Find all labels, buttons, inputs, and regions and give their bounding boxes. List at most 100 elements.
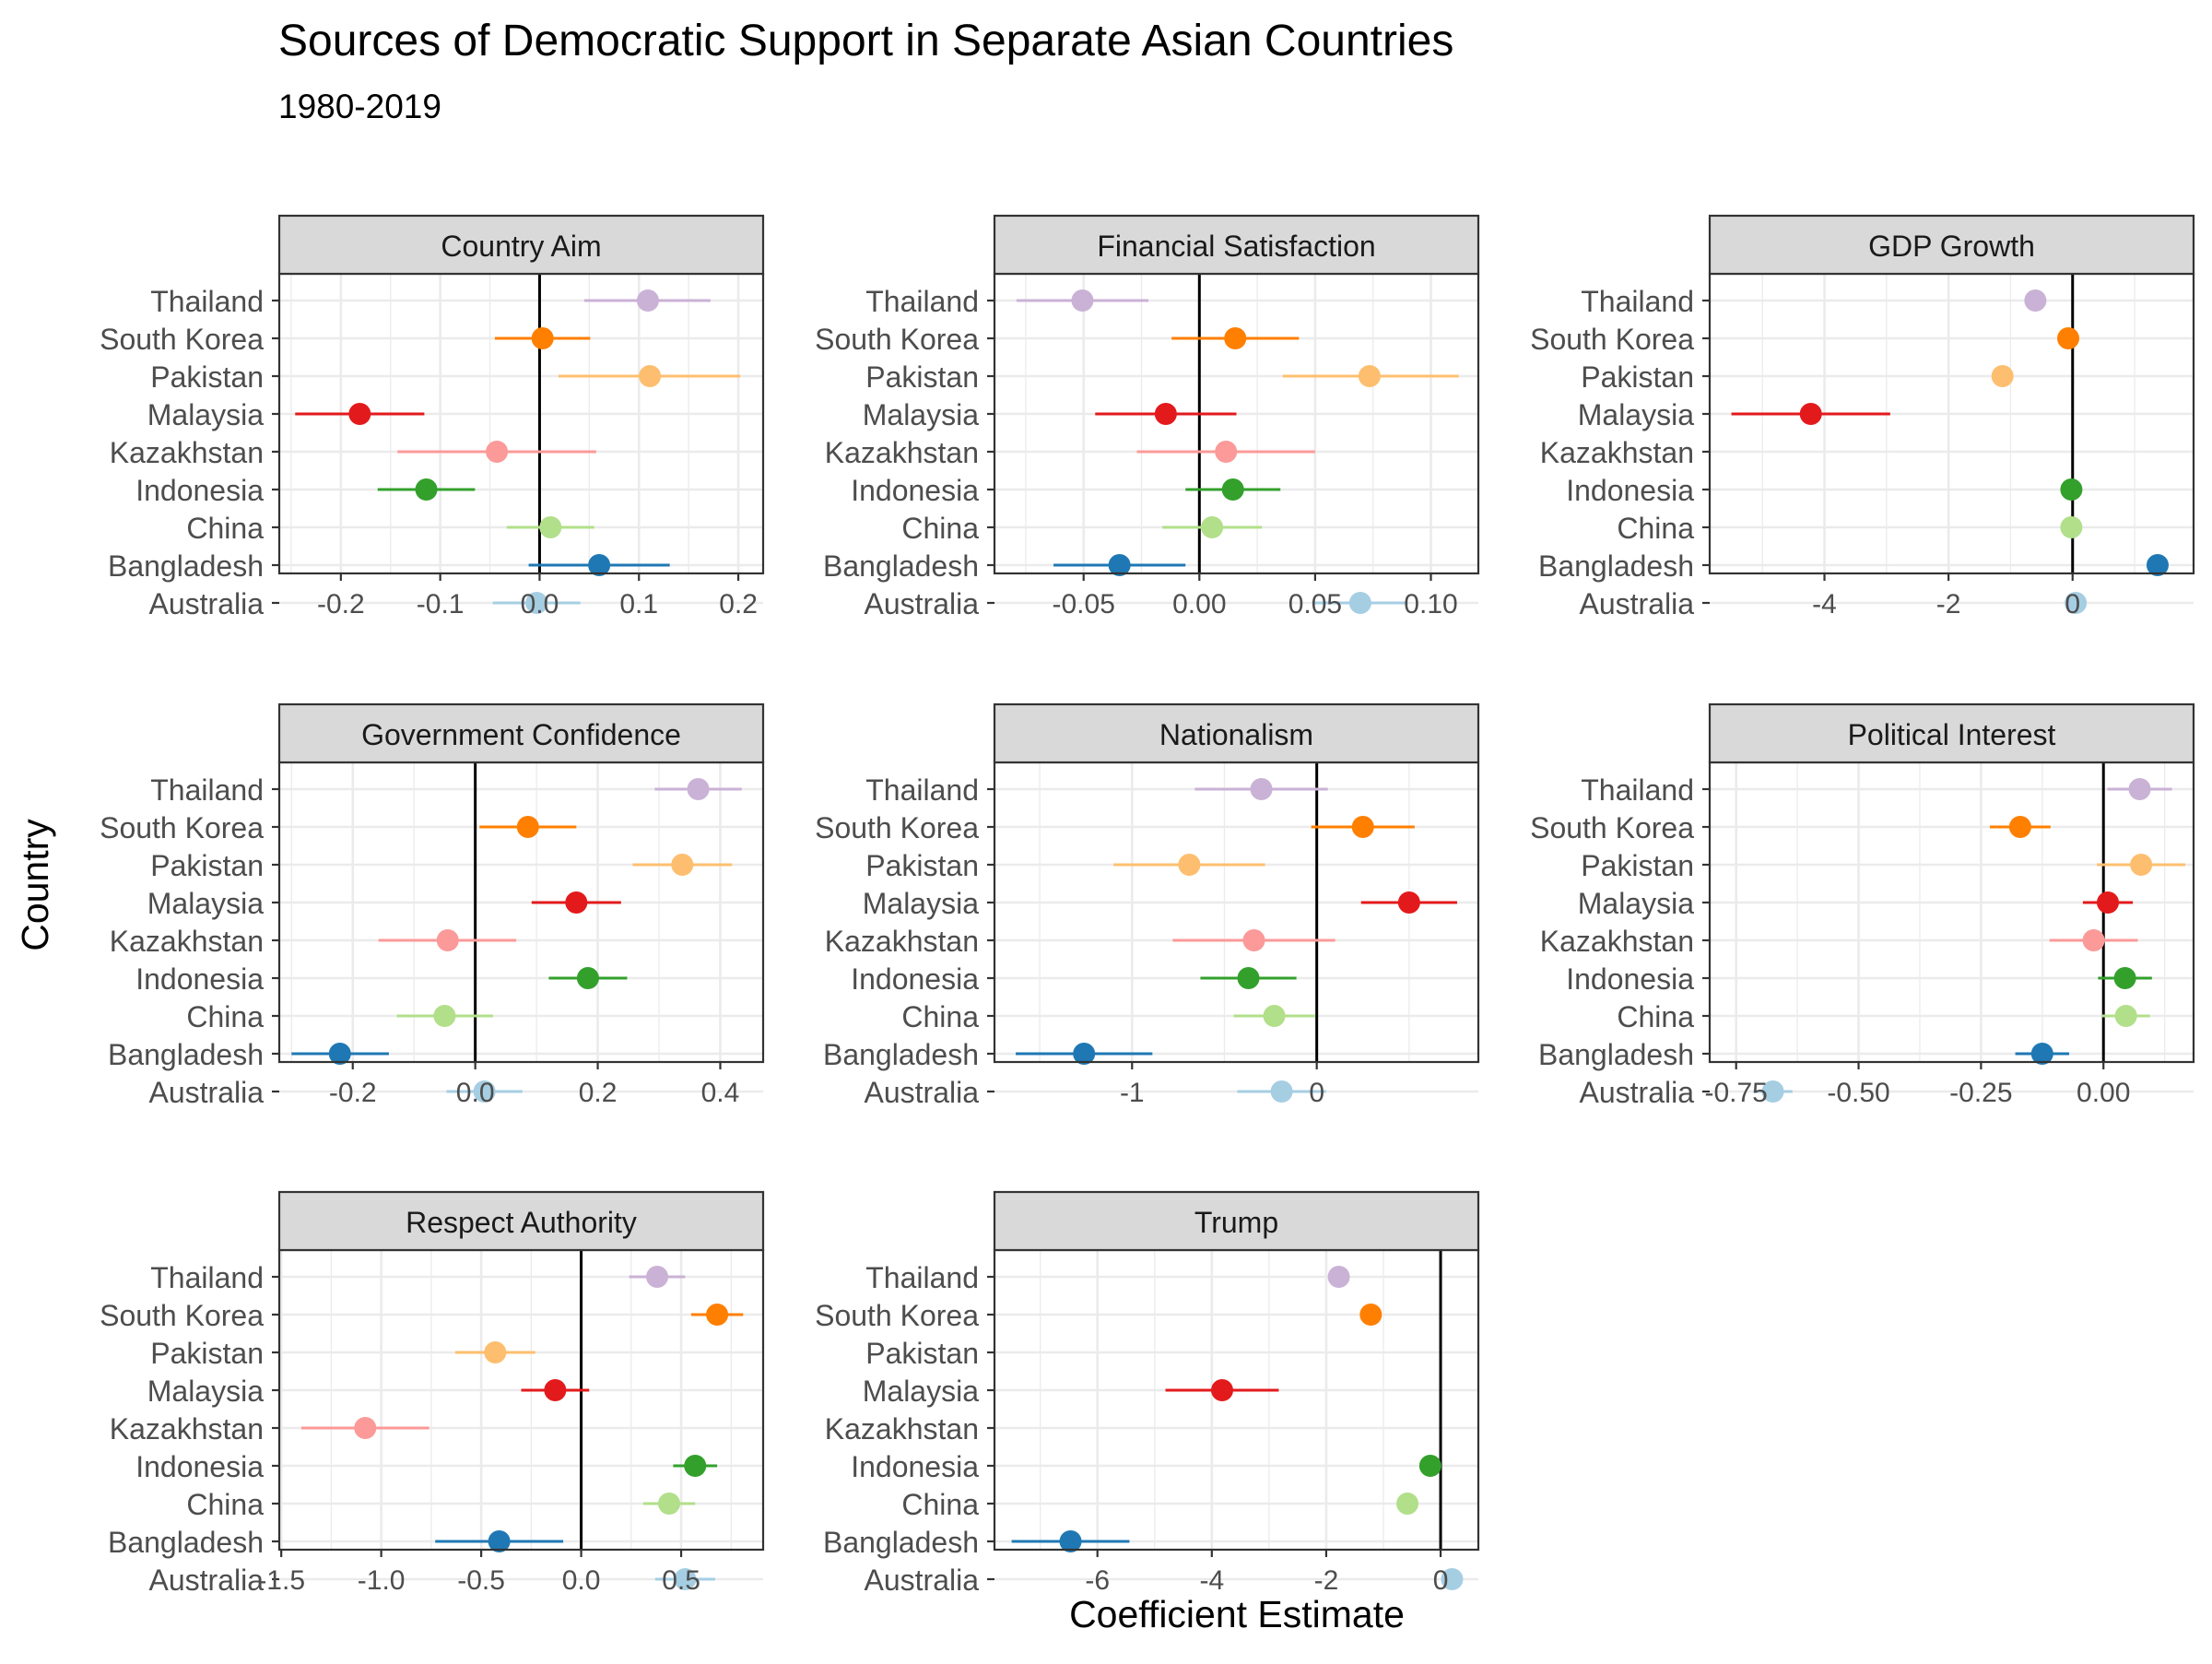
y-tick-label: Kazakhstan bbox=[110, 436, 264, 469]
y-tick-label: Malaysia bbox=[863, 398, 979, 431]
point-malaysia bbox=[565, 891, 588, 914]
strip-country-aim bbox=[277, 214, 765, 276]
y-tick-label: Thailand bbox=[865, 285, 979, 318]
strip-label: Financial Satisfaction bbox=[1097, 230, 1375, 263]
x-tick-label: -4 bbox=[1812, 589, 1837, 620]
panel-trump: Trump Thailand South Korea Pakistan Malaysia… bbox=[815, 1190, 1480, 1597]
y-tick-label: Pakistan bbox=[1581, 849, 1694, 882]
x-tick-label: 0.0 bbox=[456, 1078, 495, 1108]
y-tick-label: Australia bbox=[149, 587, 265, 620]
y-tick-label: South Korea bbox=[1530, 323, 1694, 356]
panel-nationalism: Nationalism Thailand South Korea Pakistan Ma… bbox=[815, 702, 1480, 1109]
y-tick-label: Bangladesh bbox=[108, 1038, 264, 1071]
y-tick-label: Malaysia bbox=[1578, 887, 1694, 920]
y-tick-label: Kazakhstan bbox=[1540, 925, 1694, 958]
point-malaysia bbox=[544, 1379, 567, 1401]
point-bangladesh bbox=[1059, 1530, 1082, 1552]
x-tick-label: -1 bbox=[1120, 1078, 1145, 1108]
y-tick-label: Australia bbox=[1580, 1076, 1695, 1109]
point-bangladesh bbox=[488, 1530, 511, 1552]
point-indonesia bbox=[415, 478, 438, 501]
strip-trump bbox=[993, 1190, 1480, 1252]
point-south-korea bbox=[706, 1304, 729, 1326]
y-tick-label: China bbox=[901, 1488, 979, 1521]
x-tick-label: -0.1 bbox=[417, 589, 465, 620]
y-tick-label: Indonesia bbox=[1566, 474, 1694, 507]
point-thailand bbox=[646, 1266, 669, 1288]
y-tick-label: Indonesia bbox=[851, 1450, 979, 1483]
panel-country-aim: Country Aim Thailand South Korea Pakistan Ma… bbox=[100, 214, 765, 620]
x-tick-label: 0.0 bbox=[562, 1565, 601, 1596]
point-indonesia bbox=[2060, 478, 2083, 501]
y-tick-label: Pakistan bbox=[865, 849, 979, 882]
point-australia bbox=[525, 592, 548, 614]
strip-label: Trump bbox=[1194, 1206, 1278, 1239]
y-tick-label: South Korea bbox=[100, 323, 264, 356]
x-tick-label: 0.05 bbox=[1288, 589, 1342, 620]
y-tick-label: China bbox=[901, 512, 979, 545]
point-indonesia bbox=[1221, 478, 1244, 501]
point-thailand bbox=[687, 778, 710, 800]
y-tick-label: Thailand bbox=[150, 1261, 264, 1294]
point-australia bbox=[2065, 592, 2088, 614]
x-tick-label: -0.25 bbox=[1949, 1078, 2012, 1108]
y-tick-label: Thailand bbox=[1581, 285, 1694, 318]
y-tick-label: Australia bbox=[865, 587, 980, 620]
point-china bbox=[658, 1493, 681, 1515]
y-tick-label: Kazakhstan bbox=[1540, 436, 1694, 469]
panel-political-interest: Political Interest Thailand South Korea Pak… bbox=[1530, 702, 2195, 1109]
point-south-korea bbox=[1359, 1304, 1382, 1326]
y-tick-label: Pakistan bbox=[865, 360, 979, 394]
chart-title: Sources of Democratic Support in Separat… bbox=[278, 17, 1453, 65]
point-bangladesh bbox=[2030, 1043, 2053, 1065]
y-tick-label: Australia bbox=[865, 1564, 980, 1597]
strip-gdp-growth bbox=[1708, 214, 2195, 276]
point-australia bbox=[674, 1568, 697, 1590]
point-china bbox=[2060, 516, 2083, 538]
x-tick-label: -0.05 bbox=[1053, 589, 1115, 620]
point-australia bbox=[1348, 592, 1371, 614]
point-pakistan bbox=[484, 1341, 507, 1363]
point-bangladesh bbox=[2146, 554, 2169, 576]
point-bangladesh bbox=[328, 1043, 351, 1065]
x-tick-label: -0.5 bbox=[457, 1565, 505, 1596]
facet-panels: Country Aim Thailand South Korea Pakistan Ma… bbox=[100, 214, 2195, 1597]
point-indonesia bbox=[576, 967, 599, 989]
y-tick-label: Thailand bbox=[150, 285, 264, 318]
y-tick-label: Bangladesh bbox=[1538, 1038, 1694, 1071]
strip-label: GDP Growth bbox=[1868, 230, 2035, 263]
x-tick-label: -4 bbox=[1199, 1565, 1224, 1596]
point-pakistan bbox=[1358, 365, 1381, 387]
x-tick-label: -0.75 bbox=[1704, 1078, 1767, 1108]
point-indonesia bbox=[1237, 967, 1260, 989]
y-tick-label: China bbox=[186, 1000, 264, 1033]
point-south-korea bbox=[1224, 327, 1247, 349]
point-thailand bbox=[1327, 1266, 1350, 1288]
y-tick-label: Thailand bbox=[150, 773, 264, 807]
point-china bbox=[1263, 1005, 1286, 1027]
x-tick-label: 0 bbox=[2065, 589, 2080, 620]
x-tick-label: 0 bbox=[1309, 1078, 1324, 1108]
point-malaysia bbox=[1210, 1379, 1233, 1401]
strip-government-confidence bbox=[277, 702, 765, 764]
point-bangladesh bbox=[1108, 554, 1131, 576]
y-tick-label: Bangladesh bbox=[823, 1526, 979, 1559]
point-china bbox=[2114, 1005, 2137, 1027]
y-tick-label: South Korea bbox=[815, 1299, 979, 1332]
y-tick-label: Bangladesh bbox=[108, 549, 264, 583]
y-axis-label: Country bbox=[14, 819, 56, 951]
y-tick-label: Malaysia bbox=[147, 887, 264, 920]
point-malaysia bbox=[2097, 891, 2120, 914]
point-indonesia bbox=[2113, 967, 2136, 989]
strip-label: Political Interest bbox=[1848, 718, 2056, 751]
y-tick-label: Indonesia bbox=[135, 962, 264, 996]
y-tick-label: South Korea bbox=[815, 811, 979, 844]
y-tick-label: Malaysia bbox=[147, 398, 264, 431]
y-tick-label: Pakistan bbox=[865, 1337, 979, 1370]
y-tick-label: Kazakhstan bbox=[110, 1412, 264, 1446]
y-tick-label: South Korea bbox=[815, 323, 979, 356]
y-tick-label: Bangladesh bbox=[1538, 549, 1694, 583]
point-indonesia bbox=[684, 1455, 707, 1477]
point-pakistan bbox=[639, 365, 662, 387]
point-bangladesh bbox=[1073, 1043, 1096, 1065]
